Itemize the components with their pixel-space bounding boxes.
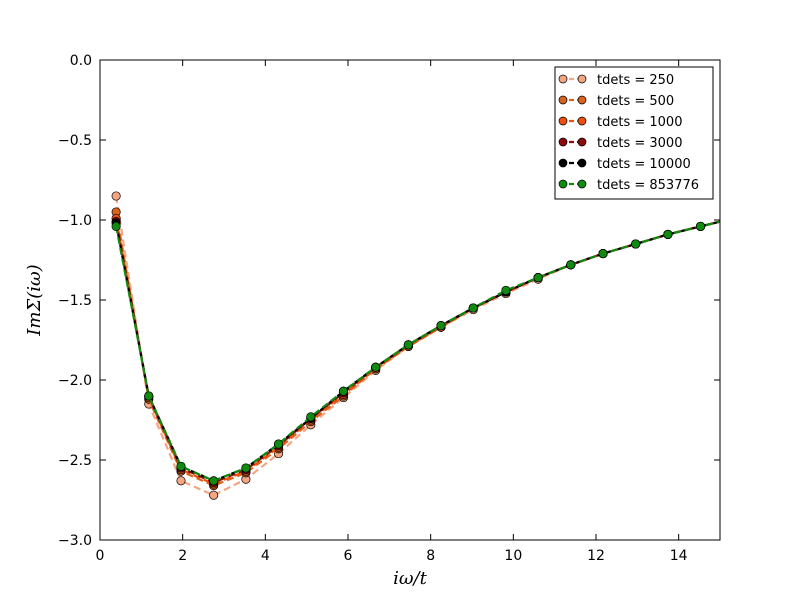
- x-tick-label: 12: [587, 548, 605, 564]
- x-tick-label: 8: [426, 548, 435, 564]
- y-tick-label: −0.5: [58, 133, 92, 149]
- data-point: [729, 214, 737, 222]
- data-point: [501, 285, 511, 295]
- legend-entry: tdets = 3000: [558, 136, 682, 151]
- data-point: [663, 229, 673, 239]
- series-line: [115, 220, 720, 484]
- series-2: [111, 213, 737, 489]
- series-line: [115, 211, 720, 487]
- legend-entry: tdets = 853776: [558, 178, 699, 193]
- series-line: [115, 220, 720, 482]
- data-point: [111, 191, 121, 201]
- legend-label: tdets = 1000: [597, 115, 682, 130]
- legend-entry: tdets = 1000: [558, 115, 682, 130]
- x-tick-label: 0: [96, 548, 105, 564]
- legend: tdets = 250 tdets = 500 tdets = 1000 tdets …: [554, 66, 714, 200]
- legend-label: tdets = 3000: [597, 136, 682, 151]
- data-point: [696, 221, 706, 231]
- y-axis-label: ImΣ(iω): [24, 264, 45, 336]
- data-point: [403, 340, 413, 350]
- series-line: [115, 218, 720, 486]
- legend-label: tdets = 500: [597, 94, 674, 109]
- x-tick-label: 10: [504, 548, 522, 564]
- data-point: [598, 249, 608, 259]
- data-point: [111, 221, 121, 231]
- data-point: [631, 239, 641, 249]
- series-1: [111, 207, 737, 491]
- legend-marker: [577, 179, 587, 189]
- data-point: [729, 214, 737, 222]
- data-point: [176, 461, 186, 471]
- y-tick-label: −2.5: [58, 453, 92, 469]
- data-point: [729, 214, 737, 222]
- data-point: [306, 412, 316, 422]
- legend-marker: [577, 116, 587, 126]
- legend-marker: [577, 95, 587, 105]
- legend-label: tdets = 10000: [597, 157, 691, 172]
- data-point: [729, 214, 737, 222]
- x-tick-label: 14: [670, 548, 688, 564]
- legend-entry: tdets = 10000: [558, 157, 691, 172]
- legend-entry: tdets = 250: [558, 73, 674, 88]
- data-point: [209, 490, 219, 500]
- legend-marker: [558, 116, 568, 126]
- data-point: [274, 439, 284, 449]
- x-tick-label: 4: [261, 548, 270, 564]
- legend-marker: [558, 137, 568, 147]
- data-point: [729, 214, 737, 222]
- series-3: [111, 214, 737, 487]
- data-point: [176, 476, 186, 486]
- y-tick-label: −3.0: [58, 533, 92, 549]
- legend-marker: [558, 95, 568, 105]
- data-point: [241, 463, 251, 473]
- legend-marker: [558, 158, 568, 168]
- legend-marker: [558, 179, 568, 189]
- series-line: [115, 195, 720, 497]
- series-line: [115, 220, 720, 482]
- series-4: [111, 214, 737, 486]
- series-layer: [111, 191, 737, 500]
- data-point: [144, 391, 154, 401]
- legend-marker: [577, 137, 587, 147]
- data-point: [338, 386, 349, 396]
- legend-label: tdets = 250: [597, 73, 674, 88]
- y-tick-label: 0.0: [70, 53, 92, 69]
- legend-marker: [558, 74, 568, 84]
- legend-marker: [577, 158, 587, 168]
- y-tick-label: −1.0: [58, 213, 92, 229]
- x-tick-label: 6: [344, 548, 353, 564]
- y-tick-label: −1.5: [58, 293, 92, 309]
- data-point: [209, 476, 219, 486]
- data-point: [468, 303, 478, 313]
- x-axis-label: iω/t: [393, 568, 427, 589]
- data-point: [566, 260, 576, 270]
- data-point: [533, 273, 543, 283]
- y-tick-label: −2.0: [58, 373, 92, 389]
- data-point: [371, 362, 381, 372]
- legend-box: [554, 66, 714, 200]
- series-0: [111, 191, 737, 500]
- x-tick-label: 2: [178, 548, 187, 564]
- data-point: [729, 214, 737, 222]
- series-5: [111, 214, 737, 486]
- legend-label: tdets = 853776: [597, 178, 699, 193]
- legend-marker: [577, 74, 587, 84]
- ticks-layer: 0 2 4 6 8 10 12 14 0.0 −0.5 −1.0 −1.5 −2.0 −2.5 −3.0: [58, 53, 720, 564]
- data-point: [436, 321, 446, 331]
- legend-entry: tdets = 500: [558, 94, 674, 109]
